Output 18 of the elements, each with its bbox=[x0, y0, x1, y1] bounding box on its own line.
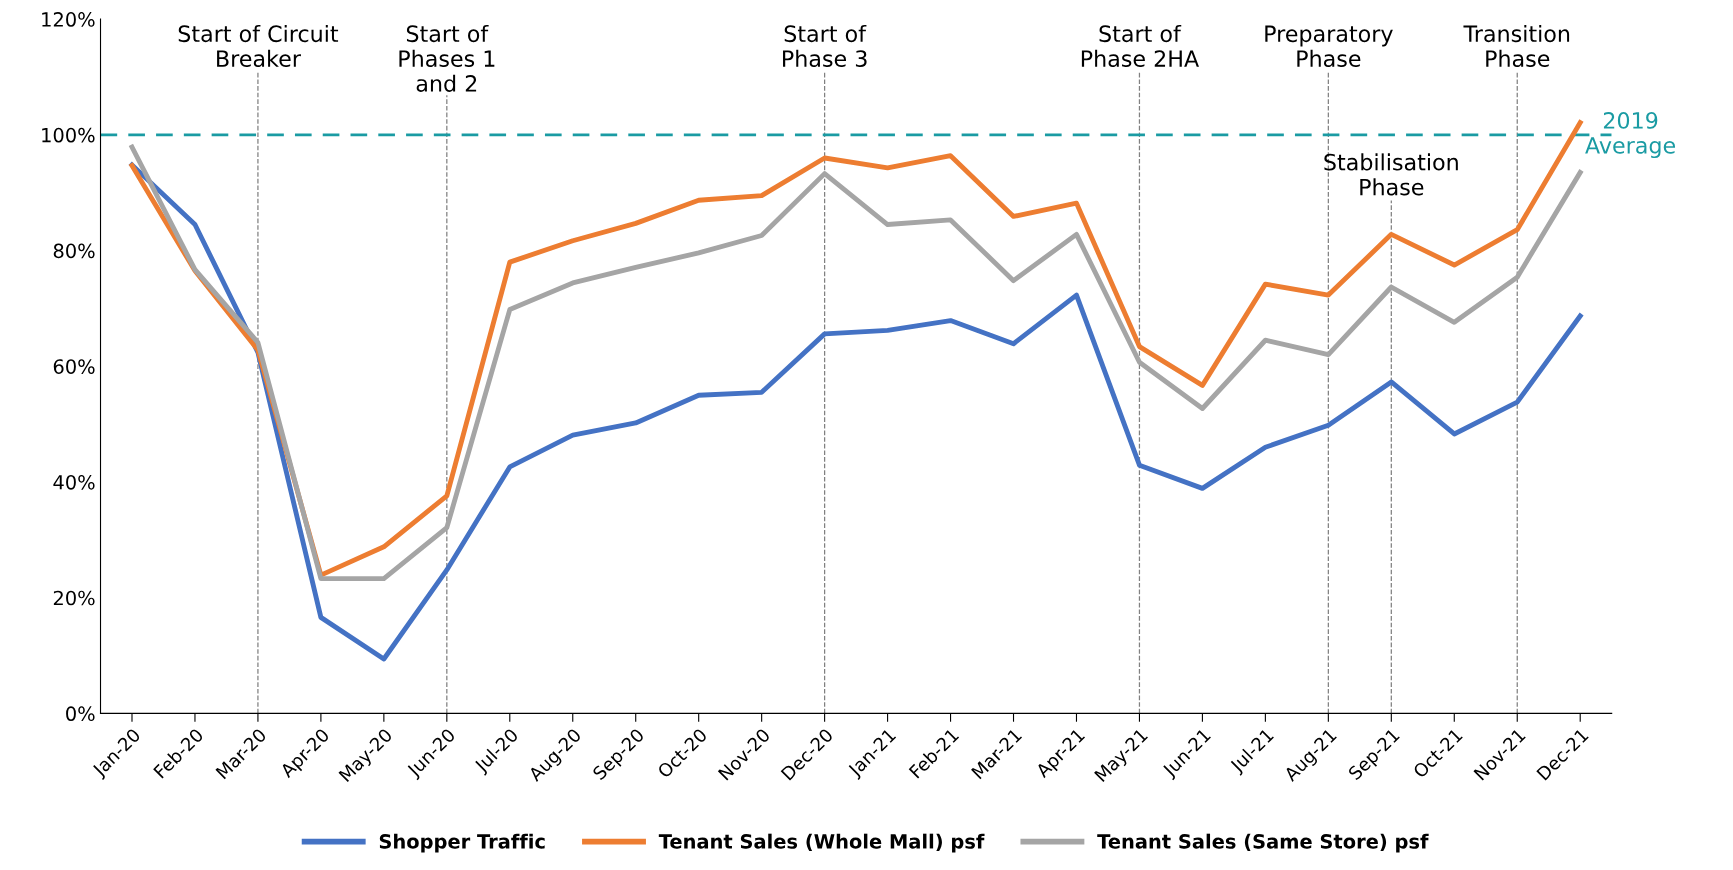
legend-label: Shopper Traffic bbox=[379, 833, 545, 853]
ref-line-label: Start of Circuit Breaker bbox=[178, 24, 339, 68]
ref-line-label: Start of Phase 3 bbox=[783, 24, 867, 68]
y-tick-label: 120% bbox=[42, 12, 95, 27]
y-tick-label: 100% bbox=[42, 127, 95, 143]
ref-line-label: 2019 Average bbox=[1585, 112, 1676, 159]
y-tick-label: 80% bbox=[53, 243, 95, 259]
y-tick-label: 60% bbox=[53, 359, 95, 374]
ref-line-label: Transition Phase bbox=[1463, 24, 1570, 68]
ref-line-label: Preparatory Phase bbox=[1265, 25, 1393, 68]
y-tick-label: 40% bbox=[53, 474, 95, 490]
legend-label: Tenant Sales (Same Store) psf bbox=[1097, 833, 1429, 853]
legend-label: Tenant Sales (Whole Mall) psf bbox=[658, 833, 985, 853]
y-tick-label: 0% bbox=[66, 706, 95, 722]
ref-line-label: Start of Phase 2HA bbox=[1081, 24, 1199, 68]
ref-line-label: Stabilisation Phase bbox=[1324, 153, 1458, 196]
ref-line-label: Start of Phases 1 and 2 bbox=[399, 24, 495, 92]
y-tick-label: 20% bbox=[53, 590, 95, 606]
